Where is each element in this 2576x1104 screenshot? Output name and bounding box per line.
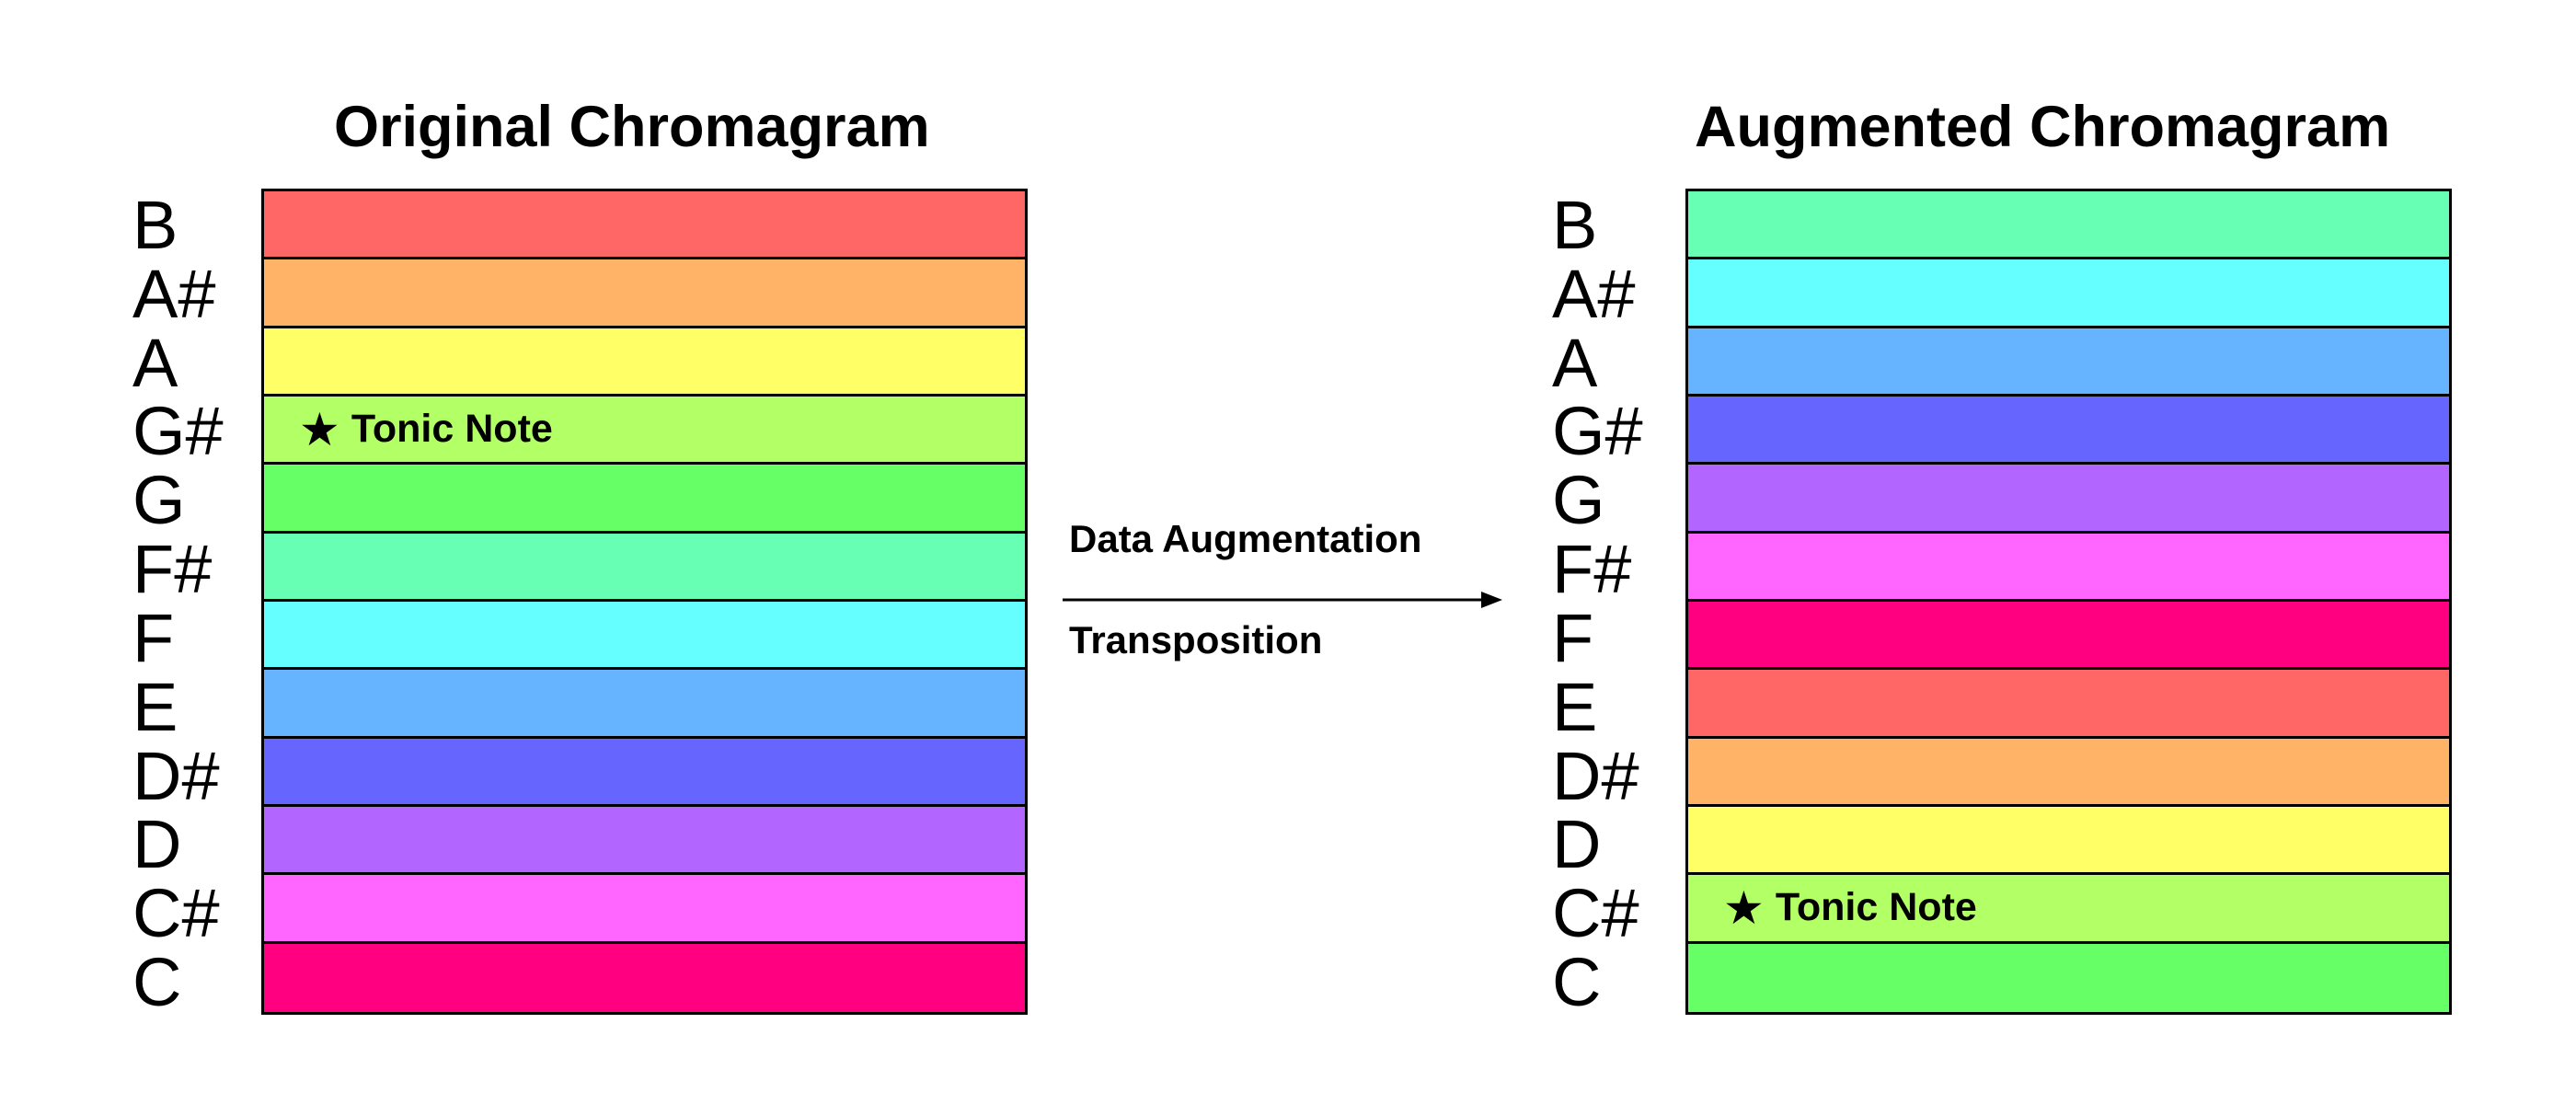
note-label-f-sharp: F# xyxy=(1552,531,1632,608)
chroma-row-c xyxy=(264,943,1025,1012)
chroma-row-c-sharp: ★ Tonic Note xyxy=(1688,875,2449,944)
transposition-arrow xyxy=(1063,592,1502,608)
chroma-row-a xyxy=(1688,328,2449,397)
chroma-row-d-sharp xyxy=(1688,738,2449,807)
chroma-row-d xyxy=(1688,806,2449,876)
chroma-row-c-sharp xyxy=(264,875,1025,944)
note-label-d: D xyxy=(1552,806,1602,883)
chroma-row-d-sharp xyxy=(264,738,1025,807)
note-label-g-sharp: G# xyxy=(132,393,224,470)
tonic-note-marker: ★ Tonic Note xyxy=(1723,881,1977,935)
chroma-row-e xyxy=(264,670,1025,739)
note-label-a: A xyxy=(132,324,178,401)
chroma-row-f xyxy=(264,601,1025,671)
star-icon: ★ xyxy=(1723,881,1765,934)
chroma-row-e xyxy=(1688,670,2449,739)
note-label-g: G xyxy=(132,462,186,539)
note-label-a-sharp: A# xyxy=(1552,255,1636,332)
augmented-chromagram-title: Augmented Chromagram xyxy=(1695,95,2391,159)
chroma-row-b xyxy=(1688,191,2449,260)
note-label-c: C xyxy=(1552,944,1602,1021)
star-icon: ★ xyxy=(299,403,340,455)
chroma-row-f-sharp xyxy=(1688,533,2449,602)
note-label-g: G xyxy=(1552,462,1605,539)
note-label-f: F xyxy=(1552,599,1594,676)
chroma-row-g-sharp: ★ Tonic Note xyxy=(264,396,1025,466)
chroma-row-f xyxy=(1688,601,2449,671)
note-label-e: E xyxy=(1552,668,1598,745)
note-label-e: E xyxy=(132,668,178,745)
tonic-note-marker: ★ Tonic Note xyxy=(299,403,553,456)
note-label-c-sharp: C# xyxy=(132,875,220,952)
note-label-d-sharp: D# xyxy=(132,737,220,814)
augmented-chromagram: ★ Tonic Note xyxy=(1685,189,2452,1015)
note-label-b: B xyxy=(1552,187,1598,263)
note-label-d: D xyxy=(132,806,182,883)
tonic-note-label: Tonic Note xyxy=(351,407,553,452)
chroma-row-a-sharp xyxy=(264,259,1025,328)
note-label-c: C xyxy=(132,944,182,1021)
augmented-note-labels: B A# A G# G F# F E D# D C# C xyxy=(1552,187,1681,1021)
data-augmentation-label: Data Augmentation xyxy=(1069,517,1422,560)
chroma-row-b xyxy=(264,191,1025,260)
tonic-note-label: Tonic Note xyxy=(1775,885,1977,930)
chroma-row-f-sharp xyxy=(264,533,1025,602)
note-label-g-sharp: G# xyxy=(1552,393,1643,470)
original-chromagram: ★ Tonic Note xyxy=(261,189,1028,1015)
note-label-b: B xyxy=(132,187,178,263)
note-label-a-sharp: A# xyxy=(132,255,216,332)
note-label-c-sharp: C# xyxy=(1552,875,1639,952)
chroma-row-g-sharp xyxy=(1688,396,2449,466)
chroma-row-g xyxy=(264,465,1025,534)
transposition-label: Transposition xyxy=(1069,618,1323,661)
note-label-a: A xyxy=(1552,324,1598,401)
chroma-row-c xyxy=(1688,943,2449,1012)
chroma-row-d xyxy=(264,806,1025,876)
chroma-row-a-sharp xyxy=(1688,259,2449,328)
note-label-f-sharp: F# xyxy=(132,531,213,608)
chroma-row-a xyxy=(264,328,1025,397)
note-label-f: F xyxy=(132,599,175,676)
arrowhead xyxy=(1481,592,1502,608)
original-chromagram-title: Original Chromagram xyxy=(334,95,930,159)
chroma-row-g xyxy=(1688,465,2449,534)
original-note-labels: B A# A G# G F# F E D# D C# C xyxy=(132,187,261,1021)
note-label-d-sharp: D# xyxy=(1552,737,1639,814)
